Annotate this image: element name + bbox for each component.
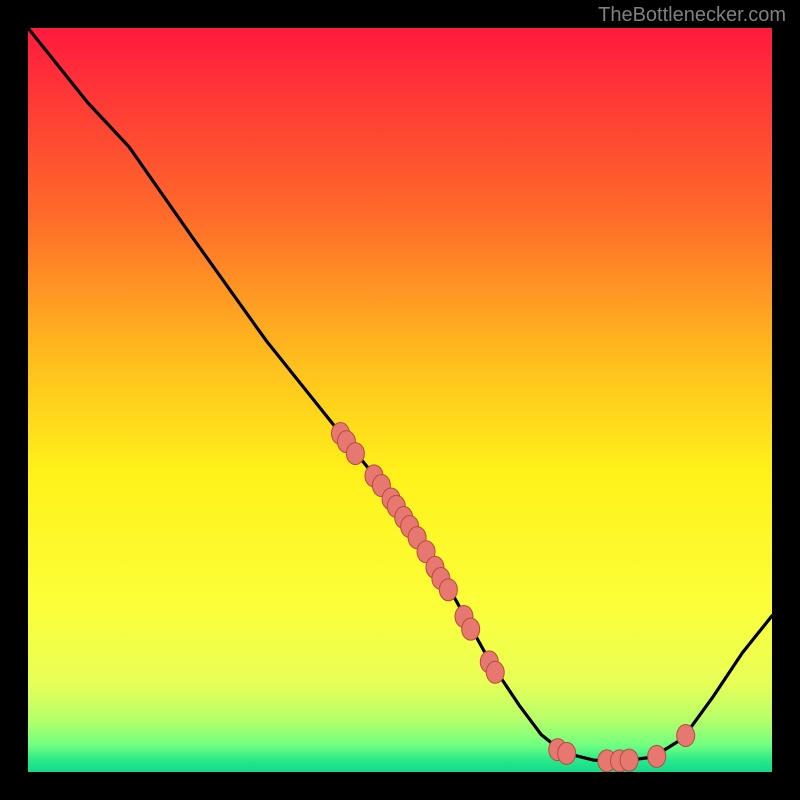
data-marker: [346, 443, 364, 465]
data-marker: [486, 661, 504, 683]
data-marker: [620, 749, 638, 771]
data-marker: [439, 579, 457, 601]
data-marker: [558, 742, 576, 764]
data-marker: [462, 618, 480, 640]
chart-container: TheBottlenecker.com: [0, 0, 800, 800]
plot-svg: [28, 28, 772, 772]
data-marker: [648, 745, 666, 767]
gradient-background: [28, 28, 772, 772]
attribution-label: TheBottlenecker.com: [598, 4, 786, 27]
plot-area: [28, 28, 772, 772]
data-marker: [677, 725, 695, 747]
